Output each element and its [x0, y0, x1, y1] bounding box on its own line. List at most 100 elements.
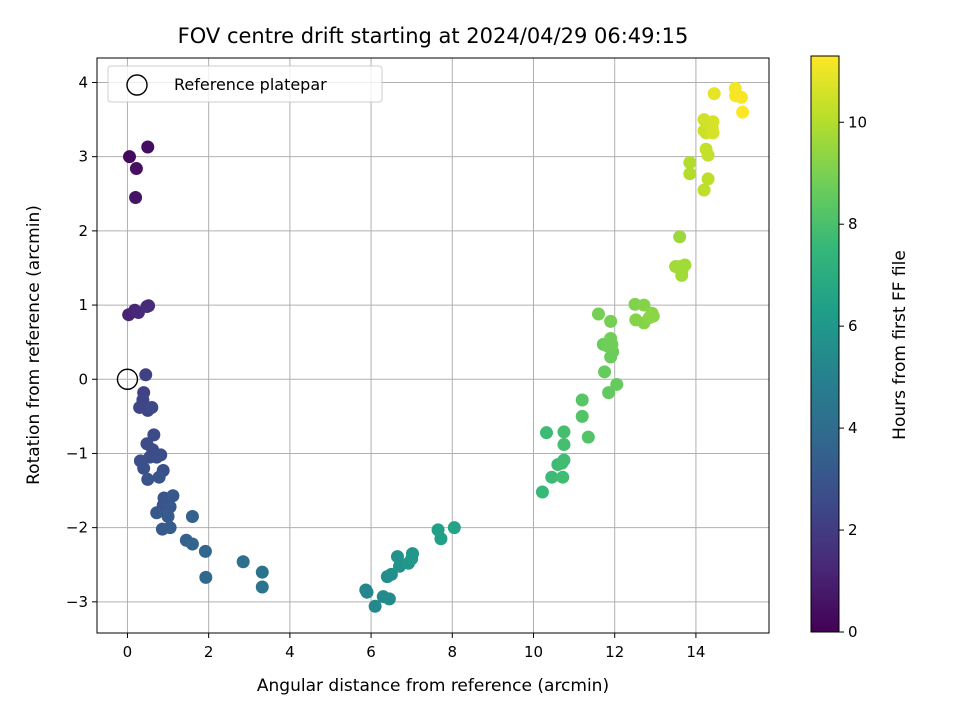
- colorbar-tick-label: 6: [848, 317, 858, 335]
- data-point: [556, 470, 570, 484]
- colorbar-tick-label: 8: [848, 215, 858, 233]
- data-point: [598, 365, 612, 379]
- chart-title: FOV centre drift starting at 2024/04/29 …: [178, 24, 689, 48]
- data-point: [604, 314, 618, 328]
- data-point: [701, 148, 715, 162]
- y-tick-label: 0: [78, 370, 88, 388]
- colorbar-tick-label: 2: [848, 521, 858, 539]
- legend-entry-reference: Reference platepar: [174, 75, 327, 94]
- data-point: [141, 140, 155, 154]
- x-axis-label: Angular distance from reference (arcmin): [257, 676, 609, 696]
- y-tick-label: −1: [66, 444, 88, 462]
- data-point: [163, 521, 177, 535]
- data-point: [736, 105, 750, 119]
- data-point: [447, 521, 461, 535]
- data-point: [163, 500, 177, 514]
- data-point: [152, 470, 166, 484]
- data-point: [610, 377, 624, 391]
- data-point: [122, 150, 136, 164]
- data-point: [697, 183, 711, 197]
- data-point: [137, 461, 151, 475]
- legend-marker-reference: [126, 74, 148, 96]
- data-point: [545, 470, 559, 484]
- data-point: [591, 307, 605, 321]
- data-point: [145, 400, 159, 414]
- x-tick-label: 0: [123, 643, 133, 661]
- x-tick-label: 12: [605, 643, 624, 661]
- y-tick-label: 4: [78, 73, 88, 91]
- y-axis-ticks: −3 −2 −1 0 1 2 3 4: [66, 73, 97, 611]
- data-point: [360, 585, 374, 599]
- x-tick-label: 2: [204, 643, 214, 661]
- data-point: [535, 485, 549, 499]
- y-tick-label: 1: [78, 296, 88, 314]
- data-point: [683, 156, 697, 170]
- colorbar-frame: [810, 55, 840, 633]
- data-point: [734, 90, 748, 104]
- data-point: [675, 268, 689, 282]
- data-point: [405, 552, 419, 566]
- x-axis-ticks: 0 2 4 6 8 10 12 14: [123, 633, 705, 661]
- data-point: [434, 532, 448, 546]
- data-point: [139, 368, 153, 382]
- y-tick-label: 3: [78, 148, 88, 166]
- colorbar-gradient: [811, 56, 839, 632]
- data-point: [575, 393, 589, 407]
- colorbar-ticks: 0 2 4 6 8 10: [839, 113, 867, 641]
- data-point: [368, 599, 382, 613]
- colorbar-tick-label: 10: [848, 113, 867, 131]
- data-point: [602, 386, 616, 400]
- data-point: [382, 592, 396, 606]
- legend-box: [107, 65, 383, 103]
- x-tick-label: 8: [448, 643, 458, 661]
- y-tick-label: −2: [66, 519, 88, 537]
- colorbar-tick-label: 4: [848, 419, 858, 437]
- data-point: [539, 426, 553, 440]
- data-point: [185, 510, 199, 524]
- colorbar-label: Hours from first FF file: [890, 250, 910, 440]
- data-point: [707, 87, 721, 101]
- plot-frame: [96, 57, 770, 634]
- legend: Reference platepar: [107, 65, 383, 103]
- x-tick-label: 6: [366, 643, 376, 661]
- data-point: [166, 489, 180, 503]
- reference-platepar-point: [116, 368, 139, 390]
- data-point: [683, 167, 697, 181]
- data-point: [637, 298, 651, 312]
- data-point: [390, 550, 404, 564]
- data-point: [142, 299, 156, 313]
- data-point: [236, 555, 250, 569]
- x-tick-label: 4: [285, 643, 295, 661]
- data-point: [673, 230, 687, 244]
- colorbar-tick-label: 0: [848, 623, 858, 641]
- y-axis-label: Rotation from reference (arcmin): [24, 205, 44, 485]
- data-point: [384, 567, 398, 581]
- data-point: [581, 430, 595, 444]
- data-point: [150, 506, 164, 520]
- data-point: [255, 580, 269, 594]
- data-point: [255, 565, 269, 579]
- data-point: [557, 438, 571, 452]
- data-point: [701, 172, 715, 186]
- data-point: [129, 190, 143, 204]
- x-tick-label: 10: [524, 643, 543, 661]
- data-point: [199, 570, 213, 584]
- data-point: [604, 331, 618, 345]
- data-point: [147, 428, 161, 442]
- data-point: [141, 472, 155, 486]
- x-tick-label: 14: [686, 643, 705, 661]
- data-point: [198, 544, 212, 558]
- y-tick-label: −3: [66, 593, 88, 611]
- data-point: [646, 309, 660, 323]
- data-point: [575, 409, 589, 423]
- scatter-points: [116, 81, 750, 613]
- data-point: [706, 126, 720, 140]
- data-point: [129, 162, 143, 176]
- data-point: [161, 510, 175, 524]
- data-point: [706, 115, 720, 129]
- data-point: [185, 537, 199, 551]
- colorbar: 0 2 4 6 8 10 Hours from first FF file: [810, 55, 910, 641]
- y-tick-label: 2: [78, 222, 88, 240]
